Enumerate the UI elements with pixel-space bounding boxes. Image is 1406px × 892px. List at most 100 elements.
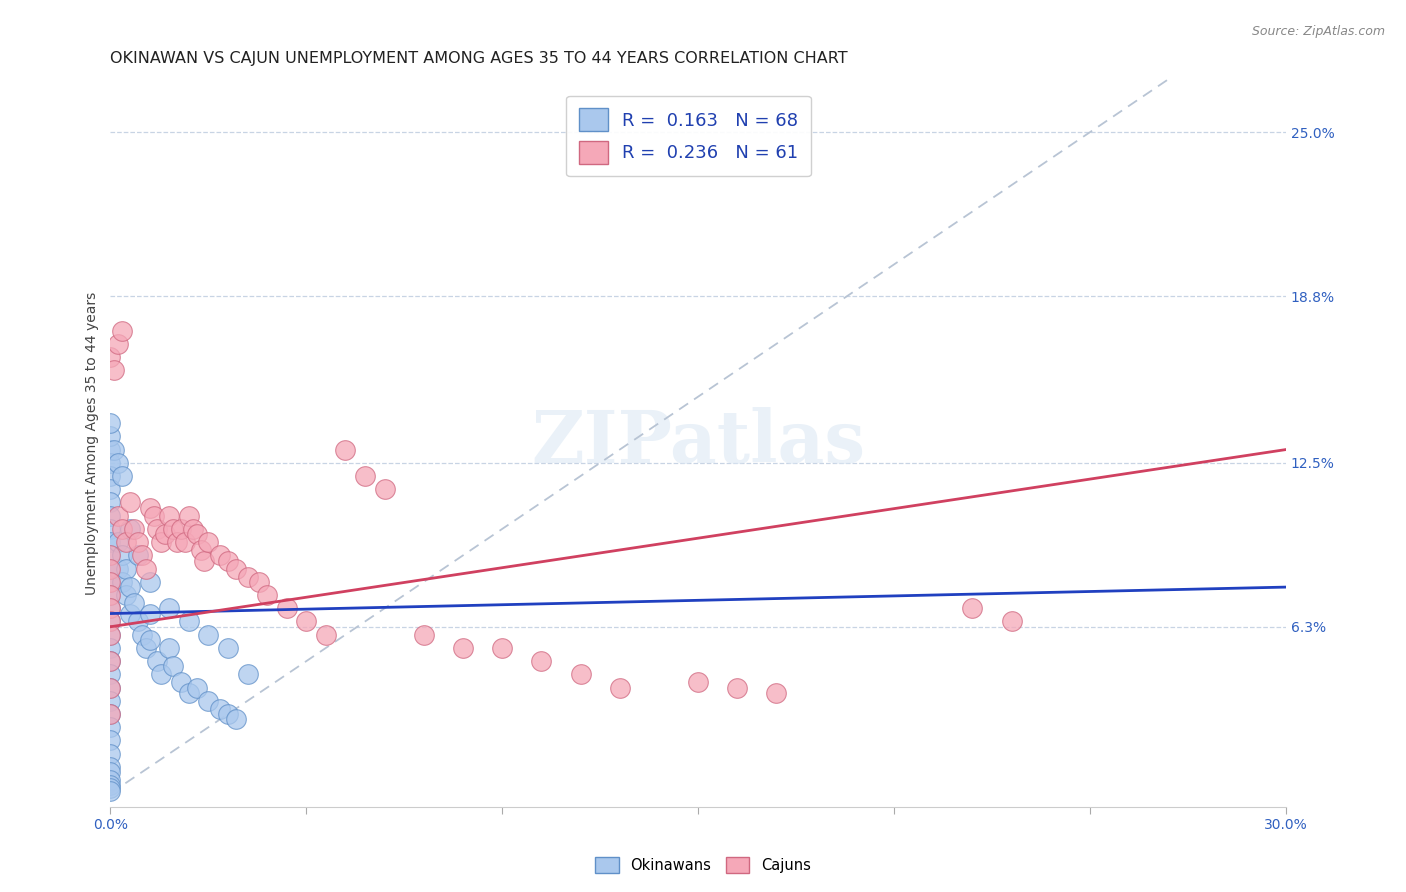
Point (609, 681, 631, 695)
Point (131, 628, 153, 642)
Point (225, 561, 247, 575)
Point (335, 442, 357, 457)
Point (217, 554, 239, 568)
Point (100, 416, 122, 430)
Point (236, 667, 259, 681)
Point (122, 522, 145, 536)
Point (100, 561, 122, 575)
Point (127, 615, 149, 629)
Point (100, 535, 122, 549)
Point (107, 561, 129, 575)
Point (688, 675, 710, 690)
Point (100, 574, 122, 589)
Point (217, 640, 239, 655)
Text: OKINAWAN VS CAJUN UNEMPLOYMENT AMONG AGES 35 TO 44 YEARS CORRELATION CHART: OKINAWAN VS CAJUN UNEMPLOYMENT AMONG AGE… (111, 51, 848, 66)
Point (100, 783, 122, 797)
Point (138, 607, 160, 621)
Point (100, 628, 122, 642)
Point (138, 574, 160, 589)
Point (115, 561, 138, 575)
Point (100, 654, 122, 668)
Point (142, 508, 165, 523)
Point (157, 640, 180, 655)
Point (162, 659, 184, 673)
Point (162, 522, 184, 536)
Point (100, 760, 122, 774)
Point (100, 747, 122, 761)
Point (100, 773, 122, 788)
Point (122, 596, 145, 610)
Point (186, 527, 208, 541)
Point (181, 522, 204, 536)
Point (197, 694, 219, 708)
Point (146, 522, 169, 536)
Point (217, 706, 239, 721)
Point (115, 535, 138, 549)
Point (100, 495, 122, 509)
Point (157, 508, 180, 523)
Point (100, 508, 122, 523)
Point (170, 522, 193, 536)
Point (276, 601, 298, 615)
Point (100, 615, 122, 629)
Point (100, 482, 122, 496)
Point (247, 574, 270, 589)
Point (100, 442, 122, 457)
Point (166, 535, 188, 549)
Text: ZIPatlas: ZIPatlas (531, 408, 865, 478)
Point (131, 549, 153, 563)
Point (569, 667, 592, 681)
Point (100, 706, 122, 721)
Point (100, 588, 122, 602)
Legend: Okinawans, Cajuns: Okinawans, Cajuns (588, 850, 818, 880)
Point (100, 720, 122, 734)
Point (236, 569, 259, 583)
Point (150, 535, 173, 549)
Point (100, 681, 122, 695)
Point (111, 549, 134, 563)
Point (118, 580, 141, 594)
Point (193, 554, 215, 568)
Point (100, 781, 122, 796)
Point (100, 601, 122, 615)
Point (209, 549, 232, 563)
Point (138, 500, 160, 515)
Point (451, 640, 474, 655)
Point (100, 549, 122, 563)
Point (157, 601, 180, 615)
Point (100, 615, 122, 629)
Point (100, 654, 122, 668)
Point (225, 712, 247, 726)
Point (100, 706, 122, 721)
Point (354, 469, 377, 483)
Point (100, 667, 122, 681)
Point (170, 675, 193, 690)
Point (107, 535, 129, 549)
Point (127, 535, 149, 549)
Point (100, 469, 122, 483)
Point (111, 522, 134, 536)
Point (173, 535, 195, 549)
Point (118, 495, 141, 509)
Point (100, 574, 122, 589)
Point (103, 363, 125, 377)
Point (315, 628, 337, 642)
Point (256, 588, 278, 602)
Point (177, 615, 200, 629)
Point (100, 549, 122, 563)
Point (295, 615, 318, 629)
Point (146, 654, 169, 668)
Point (107, 336, 129, 351)
Point (155, 527, 177, 541)
Point (177, 686, 200, 700)
Point (100, 522, 122, 536)
Point (111, 574, 134, 589)
Point (107, 456, 129, 470)
Point (100, 694, 122, 708)
Point (190, 543, 212, 558)
Point (100, 561, 122, 575)
Point (197, 628, 219, 642)
Point (135, 561, 157, 575)
Point (111, 469, 134, 483)
Point (962, 601, 984, 615)
